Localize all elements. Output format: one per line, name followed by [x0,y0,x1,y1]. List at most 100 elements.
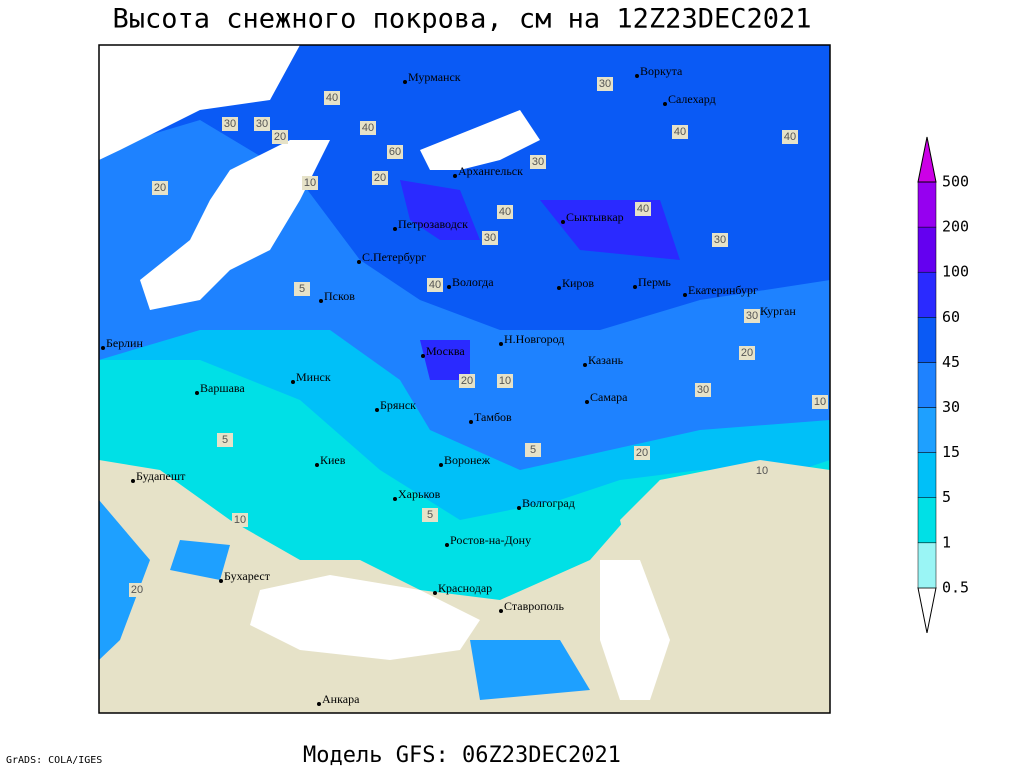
city-label: Н.Новгород [504,332,564,346]
contour-label: 60 [389,146,401,158]
legend-swatch [917,452,937,498]
city-label: Псков [324,289,355,303]
city-dot [517,506,521,510]
contour-label: 30 [224,118,236,130]
map [99,45,830,713]
legend-label: 5 [942,488,951,506]
contour-label: 40 [784,131,796,143]
city-dot [317,702,321,706]
city-dot [469,420,473,424]
contour-label-box [525,443,541,457]
city-label: Петрозаводск [398,217,468,231]
city-label: Курган [760,304,796,318]
contour-label-box [634,446,650,460]
contour-label-box [152,181,168,195]
contour-label-box [294,282,310,296]
city-dot [663,102,667,106]
contour-label: 20 [636,447,648,459]
city-dot [499,609,503,613]
contour-label: 5 [299,283,305,295]
contour-label-box [635,202,651,216]
contour-label-box [360,121,376,135]
city-dot [393,497,397,501]
contour-label-box [782,130,798,144]
contour-label: 5 [530,444,536,456]
city-dot [319,299,323,303]
city-label: Мурманск [408,70,461,84]
title: Высота снежного покрова, см на 12Z23DEC2… [113,4,812,35]
contour-label-box [129,583,145,597]
city-dot [315,463,319,467]
contour-label-box [302,176,318,190]
legend-label: 1 [942,533,951,551]
contour-label: 20 [461,375,473,387]
city-dot [101,346,105,350]
map-frame [98,44,831,714]
contour-label-box [422,508,438,522]
city-label: Салехард [668,92,716,106]
contour-label: 40 [499,206,511,218]
legend-swatch [917,407,937,453]
contour-label-box [739,346,755,360]
contour-label: 20 [131,584,143,596]
city-labels: Мурманск Воркута Салехард Архангельск Петроз… [101,64,796,706]
legend-label: 0.5 [942,578,969,596]
city-dot [683,293,687,297]
city-label: Вологда [452,275,494,289]
contour-label-box [217,433,233,447]
city-label: Самара [590,390,628,404]
contour-label-box [272,130,288,144]
legend-swatch [917,317,937,363]
contour-label: 40 [362,122,374,134]
city-dot [393,227,397,231]
contour-label: 30 [256,118,268,130]
legend-label: 200 [942,218,969,236]
city-label: С.Петербург [362,250,426,264]
city-label: Екатеринбург [688,283,758,297]
contour-label-box [530,155,546,169]
legend-swatch [917,542,937,589]
contour-label-box [372,171,388,185]
legend-tip [917,587,937,633]
contour-label: 40 [429,279,441,291]
city-dot [633,285,637,289]
city-dot [357,260,361,264]
contour-label-box [744,309,760,323]
city-label: Казань [588,353,624,367]
city-label: Минск [296,370,331,384]
city-label: Брянск [380,398,416,412]
contour-label: 10 [499,375,511,387]
city-label: Ставрополь [504,599,564,613]
city-label: Ростов-на-Дону [450,533,531,547]
contour-label: 10 [234,514,246,526]
city-label: Воронеж [444,453,491,467]
city-dot [433,591,437,595]
city-dot [421,354,425,358]
contour-label: 30 [746,310,758,322]
footer: Модель GFS: 06Z23DEC2021 [303,743,621,768]
city-label: Архангельск [458,164,523,178]
legend-label: 30 [942,398,960,416]
contour-label: 10 [814,396,826,408]
contour-label-box [672,125,688,139]
contour-label: 30 [697,384,709,396]
city-dot [195,391,199,395]
city-dot [291,380,295,384]
contour-label-box [812,395,828,409]
contour-label-box [222,117,238,131]
legend-swatch [917,497,937,544]
contour-label-box [387,145,403,159]
city-label: Тамбов [474,410,512,424]
contour-label: 5 [222,434,228,446]
contour-label: 30 [484,232,496,244]
city-dot [219,579,223,583]
contour-labels: 40 30 30 20 40 30 40 60 20 10 20 30 40 30 40 30 40 5 20 10 5… [129,77,828,597]
city-dot [585,400,589,404]
credit: GrADS: COLA/IGES [6,755,102,766]
city-dot [561,220,565,224]
contour-label-box [482,231,498,245]
city-label: Пермь [638,275,671,289]
city-dot [445,543,449,547]
legend-tip [917,136,937,183]
